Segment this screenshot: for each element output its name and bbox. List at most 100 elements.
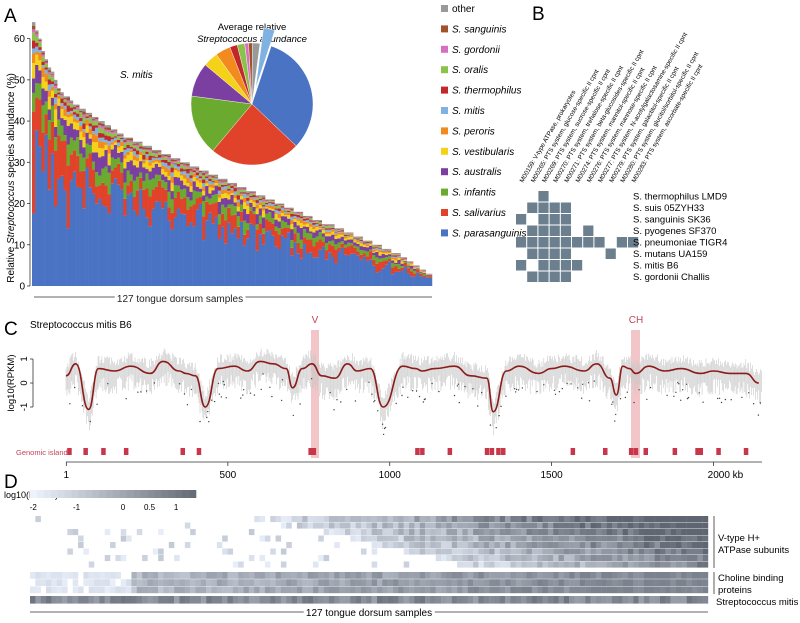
heatmap-cell — [649, 596, 655, 604]
bar-segment — [309, 226, 313, 232]
heatmap-cell — [510, 572, 517, 579]
heatmap-cell — [531, 586, 538, 594]
heatmap-cell — [611, 522, 618, 529]
bar-segment — [66, 100, 71, 104]
coverage-point — [741, 396, 743, 399]
bar-segment — [107, 130, 111, 132]
heatmap-cell — [521, 561, 527, 568]
bar-segment — [44, 69, 48, 74]
bar-segment — [249, 198, 253, 200]
bar-segment — [101, 128, 105, 134]
bar-segment — [57, 92, 61, 95]
bar-segment — [205, 174, 209, 177]
bar-segment — [217, 224, 222, 239]
bar-segment — [66, 97, 71, 101]
bar-segment — [224, 186, 228, 190]
heatmap-cell — [425, 572, 431, 579]
heatmap-cell — [184, 579, 191, 586]
heatmap-cell — [654, 535, 661, 542]
bar-segment — [129, 148, 134, 151]
presence-cell — [538, 260, 549, 271]
heatmap-cell — [691, 516, 698, 523]
heatmap-cell — [697, 555, 703, 562]
heatmap-cell — [467, 596, 474, 604]
bar-segment — [63, 98, 67, 100]
heatmap-cell — [542, 542, 549, 549]
bar-segment — [296, 217, 300, 220]
heatmap-cell — [643, 572, 650, 579]
heatmap-cell — [483, 516, 490, 523]
bar-segment — [180, 213, 184, 286]
heatmap-cell — [611, 542, 618, 549]
bar-segment — [151, 208, 156, 286]
colorbar-step — [78, 490, 86, 498]
bar-segment — [126, 138, 130, 141]
bar-segment — [403, 262, 408, 267]
bar-segment — [337, 251, 341, 286]
bar-segment — [334, 239, 338, 245]
bar-segment — [69, 180, 74, 286]
heatmap-cell — [387, 535, 394, 542]
heatmap-cell — [585, 596, 591, 604]
presence-cell — [538, 214, 549, 225]
bar-segment — [261, 228, 266, 234]
bar-segment — [85, 119, 89, 126]
heatmap-cell — [537, 586, 543, 594]
heatmap-cell — [478, 516, 484, 523]
bar-segment — [82, 114, 86, 118]
heatmap-cell — [665, 555, 671, 562]
bar-segment — [334, 232, 338, 233]
bar-segment — [328, 241, 332, 245]
pie-slice — [251, 45, 314, 147]
heatmap-cell — [670, 516, 677, 523]
bar-segment — [369, 251, 373, 260]
heatmap-cell — [462, 529, 468, 536]
heatmap-cell — [344, 572, 351, 579]
genomic-island — [311, 448, 317, 455]
bar-segment — [57, 95, 61, 99]
heatmap-cell — [110, 572, 116, 579]
bar-segment — [32, 213, 36, 286]
legend-swatch — [441, 107, 448, 114]
coverage-point — [269, 386, 271, 388]
heatmap-cell — [387, 529, 394, 536]
bar-segment — [57, 135, 61, 179]
bar-segment — [334, 234, 338, 237]
genomic-island — [603, 448, 608, 455]
bar-segment — [299, 218, 304, 220]
heatmap-cell — [526, 516, 533, 523]
heatmap-cell — [499, 579, 506, 586]
heatmap-cell — [574, 586, 581, 594]
heatmap-cell — [547, 535, 554, 542]
heatmap-cell — [110, 542, 116, 549]
panel-label-d: D — [4, 472, 18, 493]
bar-segment — [299, 213, 304, 215]
bar-segment — [161, 174, 165, 181]
heatmap-cell — [499, 535, 506, 542]
legend-label: S. vestibularis — [452, 147, 514, 158]
heatmap-cell — [590, 579, 597, 586]
heatmap-cell — [403, 572, 410, 579]
panel-a-pie-chart — [190, 27, 314, 166]
bar-segment — [107, 127, 111, 131]
bar-segment — [324, 233, 329, 237]
heatmap-cell — [574, 579, 581, 586]
heatmap-cell — [563, 522, 570, 529]
panel-b-presence-grid — [516, 191, 639, 282]
heatmap-cell — [409, 579, 415, 586]
heatmap-cell — [409, 529, 415, 536]
heatmap-cell — [659, 535, 666, 542]
presence-cell — [549, 248, 560, 259]
bar-segment — [186, 186, 190, 198]
bar-segment — [356, 251, 360, 256]
bar-segment — [318, 224, 323, 227]
bar-segment — [387, 259, 392, 262]
bar-segment — [246, 229, 250, 239]
bar-segment — [265, 205, 269, 208]
heatmap-cell — [585, 522, 591, 529]
bar-segment — [265, 231, 269, 286]
heatmap-cell — [430, 548, 436, 555]
bar-segment — [290, 211, 294, 214]
bar-segment — [161, 187, 165, 209]
